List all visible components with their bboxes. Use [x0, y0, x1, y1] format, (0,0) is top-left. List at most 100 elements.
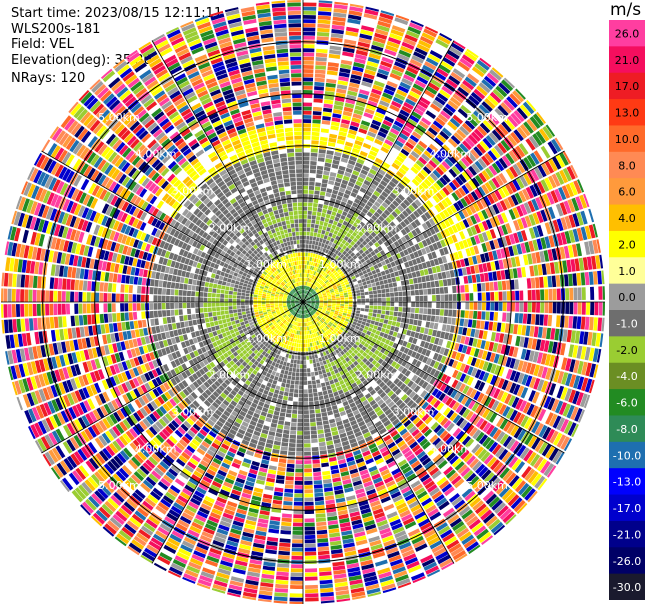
- range-gate: [408, 181, 417, 190]
- range-gate: [342, 245, 347, 250]
- range-gate: [420, 137, 430, 146]
- range-gate: [355, 313, 360, 317]
- range-gate: [388, 330, 394, 336]
- range-gate: [349, 155, 357, 162]
- range-gate: [449, 270, 455, 278]
- range-gate: [314, 295, 319, 298]
- range-gate: [309, 269, 312, 274]
- range-gate: [453, 391, 462, 401]
- range-gate: [463, 374, 471, 384]
- range-gate: [560, 217, 568, 230]
- range-gate: [486, 72, 499, 84]
- range-gate: [580, 272, 586, 286]
- range-gate: [477, 283, 482, 292]
- range-gate: [310, 288, 314, 293]
- range-gate: [443, 316, 448, 324]
- range-gate: [326, 372, 332, 377]
- range-gate: [299, 331, 302, 335]
- range-gate: [285, 366, 290, 371]
- range-gate: [280, 386, 285, 392]
- range-gate: [313, 367, 318, 372]
- range-gate: [370, 250, 376, 257]
- range-gate: [304, 294, 307, 299]
- range-gate: [439, 147, 449, 157]
- range-gate: [303, 0, 317, 3]
- range-gate: [464, 76, 477, 88]
- range-gate: [278, 377, 283, 383]
- range-gate: [288, 443, 296, 448]
- range-gate: [475, 404, 483, 414]
- range-gate: [344, 299, 349, 302]
- range-gate: [491, 400, 500, 411]
- range-gate: [423, 295, 428, 302]
- range-gate: [431, 206, 439, 215]
- range-gate: [327, 362, 332, 368]
- range-gate: [435, 345, 442, 354]
- range-gate: [391, 321, 397, 326]
- range-gate: [437, 35, 451, 45]
- range-gate: [316, 233, 321, 238]
- range-gate: [373, 294, 378, 298]
- range-gate: [304, 281, 306, 286]
- range-gate: [319, 297, 324, 300]
- range-gate: [269, 461, 278, 467]
- range-gate: [314, 287, 319, 291]
- range-gate: [303, 181, 309, 186]
- range-gate: [325, 368, 330, 373]
- range-gate: [555, 203, 564, 217]
- range-gate: [334, 320, 339, 325]
- range-gate: [535, 289, 540, 301]
- range-gate: [426, 188, 435, 197]
- range-gate: [432, 169, 442, 179]
- range-gate: [342, 175, 350, 182]
- range-gate: [272, 414, 279, 420]
- range-gate: [389, 287, 394, 293]
- range-gate: [289, 597, 303, 602]
- range-gate: [403, 249, 409, 256]
- range-gate: [325, 311, 330, 314]
- range-gate: [374, 138, 383, 146]
- range-gate: [309, 342, 313, 347]
- range-gate: [457, 61, 470, 72]
- range-gate: [343, 279, 349, 284]
- range-gate: [465, 248, 472, 257]
- range-gate: [461, 302, 466, 310]
- range-gate: [544, 236, 551, 249]
- range-gate: [323, 285, 327, 289]
- range-gate: [508, 246, 515, 257]
- range-gate: [409, 318, 414, 325]
- range-gate: [405, 172, 414, 181]
- range-gate: [554, 137, 564, 151]
- range-gate: [595, 255, 601, 269]
- range-gate: [303, 6, 317, 11]
- range-gate: [365, 6, 379, 12]
- range-gate: [560, 387, 568, 400]
- range-gate: [323, 170, 330, 176]
- range-gate: [596, 348, 602, 363]
- range-gate: [378, 194, 386, 202]
- range-gate: [545, 263, 551, 275]
- range-gate: [551, 248, 558, 261]
- range-gate: [372, 254, 379, 260]
- range-gate: [318, 7, 332, 12]
- range-gate: [303, 410, 309, 415]
- range-gate: [448, 309, 453, 317]
- range-gate: [477, 186, 486, 197]
- range-gate: [321, 212, 326, 218]
- range-gate: [513, 220, 520, 231]
- range-gate: [580, 316, 586, 330]
- range-gate: [409, 22, 423, 31]
- range-gate: [306, 303, 311, 306]
- range-gate: [310, 289, 314, 293]
- range-gate: [352, 222, 359, 228]
- range-gate: [322, 293, 327, 296]
- range-gate: [486, 262, 492, 272]
- range-gate: [403, 125, 413, 134]
- range-gate: [389, 221, 396, 228]
- range-gate: [270, 512, 281, 517]
- range-gate: [317, 429, 324, 434]
- range-gate: [336, 317, 341, 321]
- range-gate: [367, 154, 376, 161]
- range-gate: [552, 384, 561, 397]
- range-gate: [512, 179, 521, 191]
